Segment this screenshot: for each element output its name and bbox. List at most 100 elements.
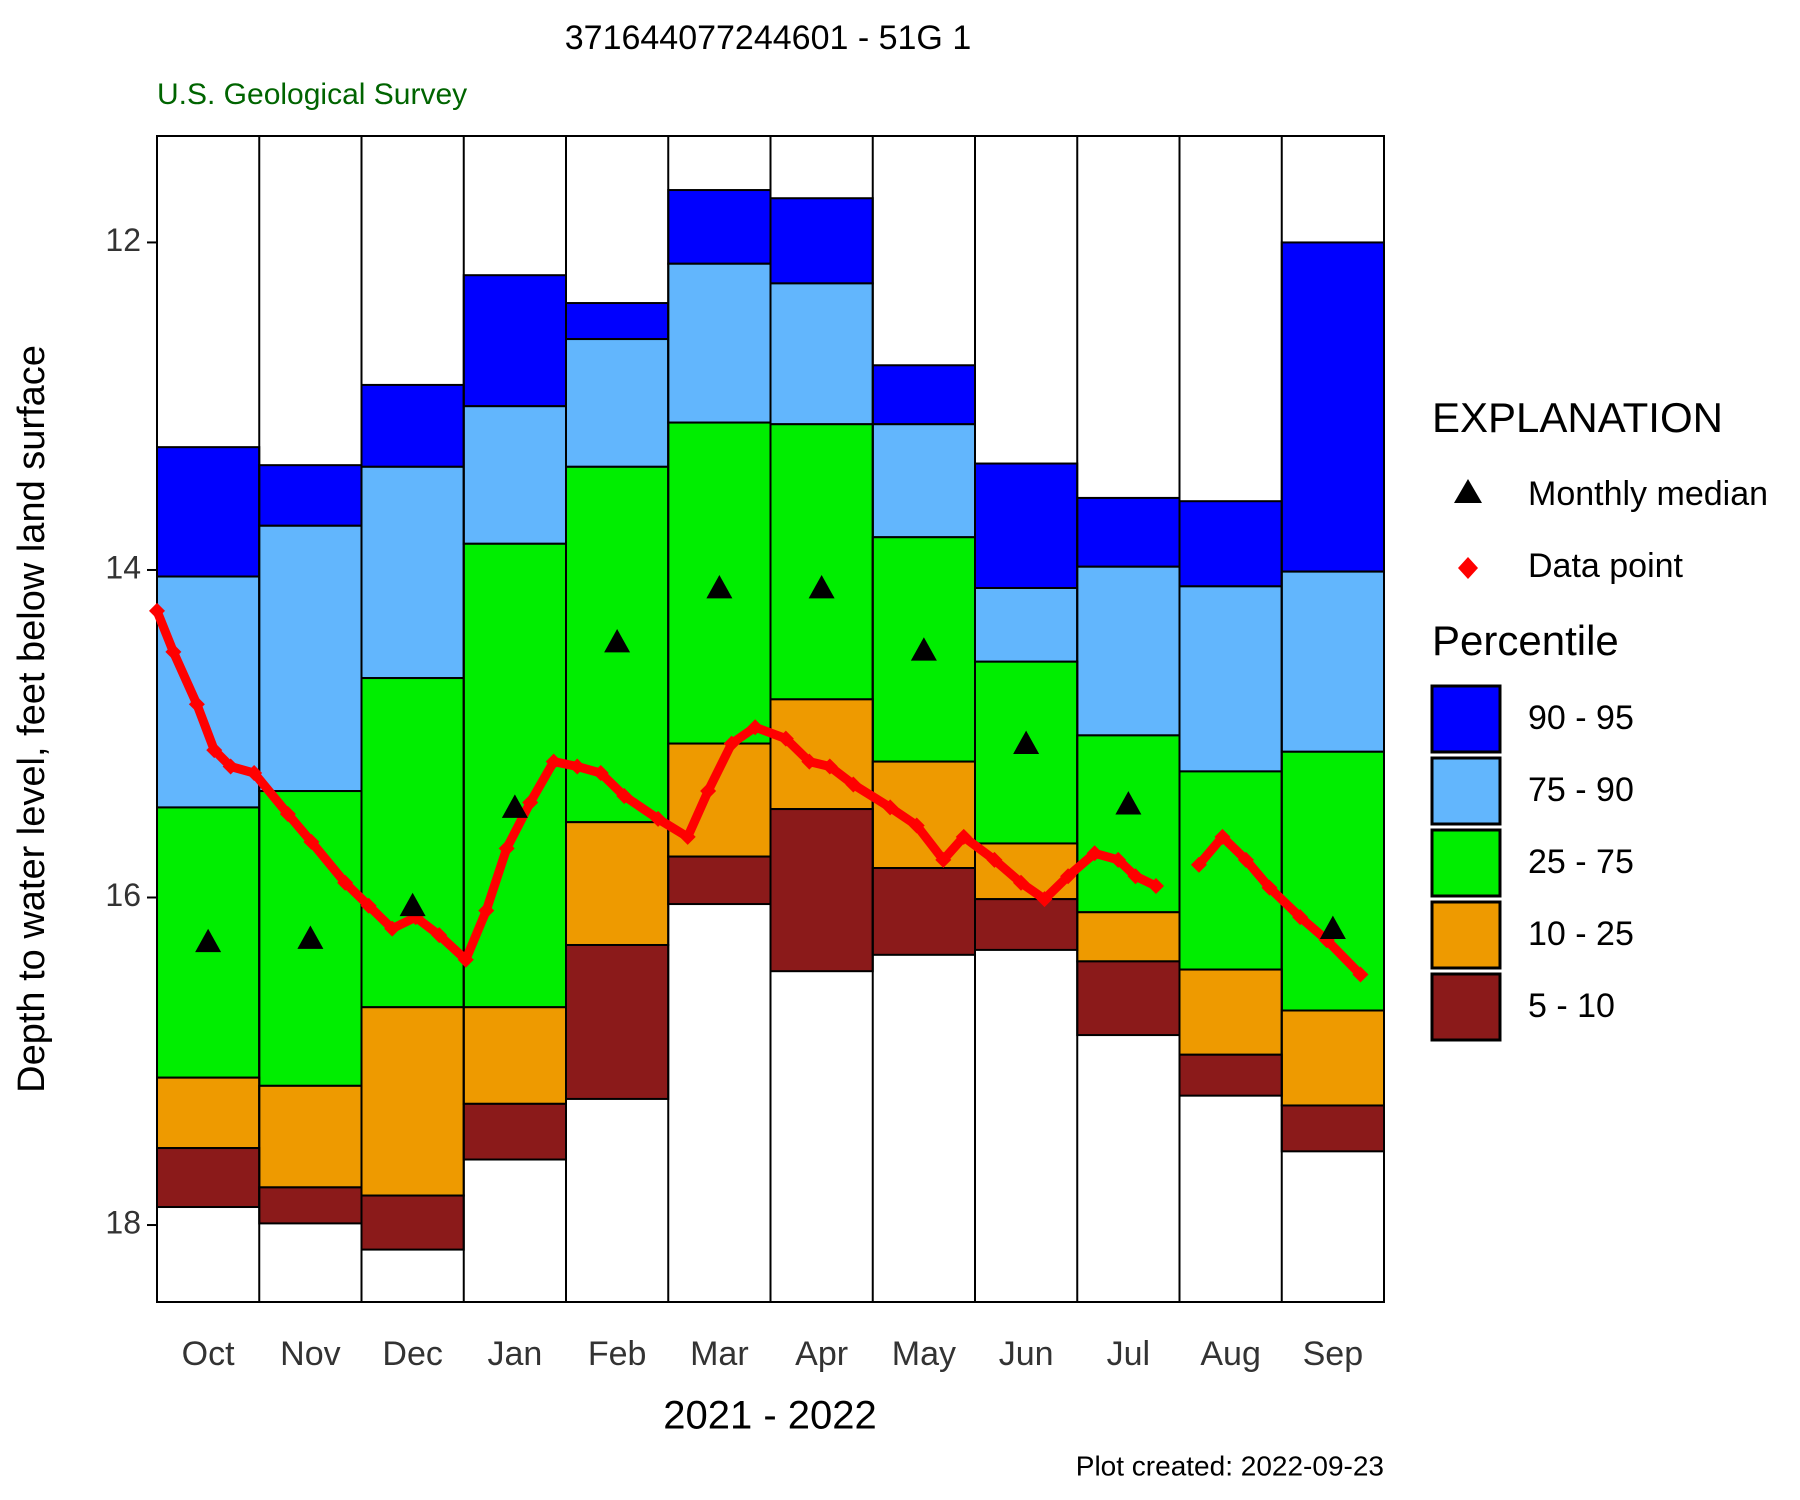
- data-point: [723, 735, 740, 752]
- x-axis-label: 2021 - 2022: [663, 1394, 877, 1438]
- data-point: [801, 753, 818, 770]
- data-point: [592, 765, 609, 782]
- percentile-band: [974, 586, 1079, 663]
- percentile-band: [462, 405, 567, 545]
- x-tick-label: Sep: [1303, 1335, 1364, 1373]
- data-point: [1013, 874, 1030, 891]
- percentile-band: [667, 189, 772, 265]
- data-point: [149, 602, 165, 619]
- data-point: [908, 817, 925, 834]
- x-tick-label: Nov: [280, 1335, 340, 1373]
- data-point: [569, 758, 586, 775]
- percentile-band: [871, 867, 976, 956]
- data-point: [360, 897, 377, 914]
- percentile-band: [156, 1147, 261, 1209]
- percentile-band: [871, 760, 976, 870]
- data-point: [522, 794, 539, 811]
- data-point: [188, 696, 205, 713]
- data-point: [1036, 891, 1053, 908]
- legend-label: 75 - 90: [1528, 771, 1634, 809]
- percentile-band: [1076, 496, 1181, 568]
- percentile-band: [462, 274, 567, 408]
- legend-label: Monthly median: [1528, 475, 1768, 513]
- data-point: [246, 765, 263, 782]
- percentile-band: [667, 855, 772, 906]
- data-point: [986, 851, 1003, 868]
- data-point: [821, 758, 838, 775]
- y-tick-label: 14: [105, 549, 141, 585]
- data-point: [279, 805, 296, 822]
- data-point: [700, 783, 717, 800]
- data-point: [1237, 851, 1254, 868]
- data-point: [1127, 868, 1144, 885]
- data-point: [1086, 845, 1103, 862]
- data-point: [882, 799, 899, 816]
- median-marker: [195, 928, 222, 953]
- x-tick-label: Mar: [690, 1335, 749, 1373]
- data-point: [935, 851, 952, 868]
- x-tick-label: Jun: [999, 1335, 1054, 1373]
- legend-median-symbol: [1454, 479, 1482, 503]
- median-marker: [399, 892, 426, 917]
- legend-swatch: [1430, 972, 1502, 1042]
- data-point: [1261, 879, 1278, 896]
- percentile-band: [769, 808, 874, 973]
- percentile-band: [974, 462, 1079, 589]
- percentile-band: [156, 1076, 261, 1150]
- data-point: [498, 840, 515, 857]
- percentile-band: [565, 943, 670, 1100]
- median-marker: [1319, 915, 1346, 940]
- percentile-band: [565, 302, 670, 341]
- percentile-band: [565, 821, 670, 946]
- data-point: [845, 776, 862, 793]
- x-tick-label: Jul: [1107, 1335, 1150, 1373]
- data-point: [679, 828, 696, 845]
- x-tick-label: Aug: [1200, 1335, 1261, 1373]
- median-marker: [808, 574, 835, 599]
- percentile-band: [974, 898, 1079, 951]
- percentile-band: [667, 262, 772, 424]
- percentile-band: [1178, 585, 1283, 773]
- data-point: [337, 874, 354, 891]
- percentile-band: [1280, 570, 1385, 753]
- legend-swatch: [1430, 684, 1502, 754]
- data-point: [478, 902, 495, 919]
- percentile-band: [1280, 1104, 1385, 1153]
- percentile-band: [360, 465, 465, 680]
- footnote: Plot created: 2022-09-23: [1076, 1450, 1384, 1481]
- x-tick-label: Feb: [588, 1335, 647, 1373]
- percentile-band: [1280, 241, 1385, 573]
- legend-label: 10 - 25: [1528, 915, 1634, 953]
- median-marker: [604, 629, 631, 653]
- percentile-band: [258, 464, 363, 527]
- data-point: [747, 719, 764, 736]
- percentile-band: [462, 1006, 567, 1105]
- percentile-band: [769, 197, 874, 285]
- legend-label: Data point: [1528, 547, 1684, 585]
- data-point: [384, 920, 401, 937]
- data-point: [650, 810, 667, 827]
- data-point: [222, 758, 239, 775]
- data-point: [1190, 856, 1207, 873]
- data-point: [303, 833, 320, 850]
- percentile-band: [1076, 911, 1181, 963]
- chart-title: 371644077244601 - 51G 1: [565, 19, 971, 57]
- percentile-band: [258, 1186, 363, 1225]
- x-tick-label: Dec: [382, 1335, 442, 1373]
- y-tick-label: 16: [105, 877, 141, 913]
- legend-label: 25 - 75: [1528, 843, 1634, 881]
- legend-swatch: [1430, 900, 1502, 970]
- legend-swatch: [1430, 828, 1502, 898]
- data-point: [1147, 878, 1164, 895]
- percentile-band: [1178, 500, 1283, 588]
- legend-label: 90 - 95: [1528, 699, 1634, 737]
- percentile-band: [360, 1194, 465, 1251]
- data-point: [1214, 828, 1231, 845]
- median-marker: [1013, 730, 1040, 754]
- legend-subtitle: Percentile: [1432, 617, 1619, 664]
- x-tick-label: Apr: [795, 1335, 848, 1373]
- median-marker: [910, 637, 937, 661]
- y-tick-label: 12: [105, 222, 141, 258]
- percentile-band: [1076, 960, 1181, 1037]
